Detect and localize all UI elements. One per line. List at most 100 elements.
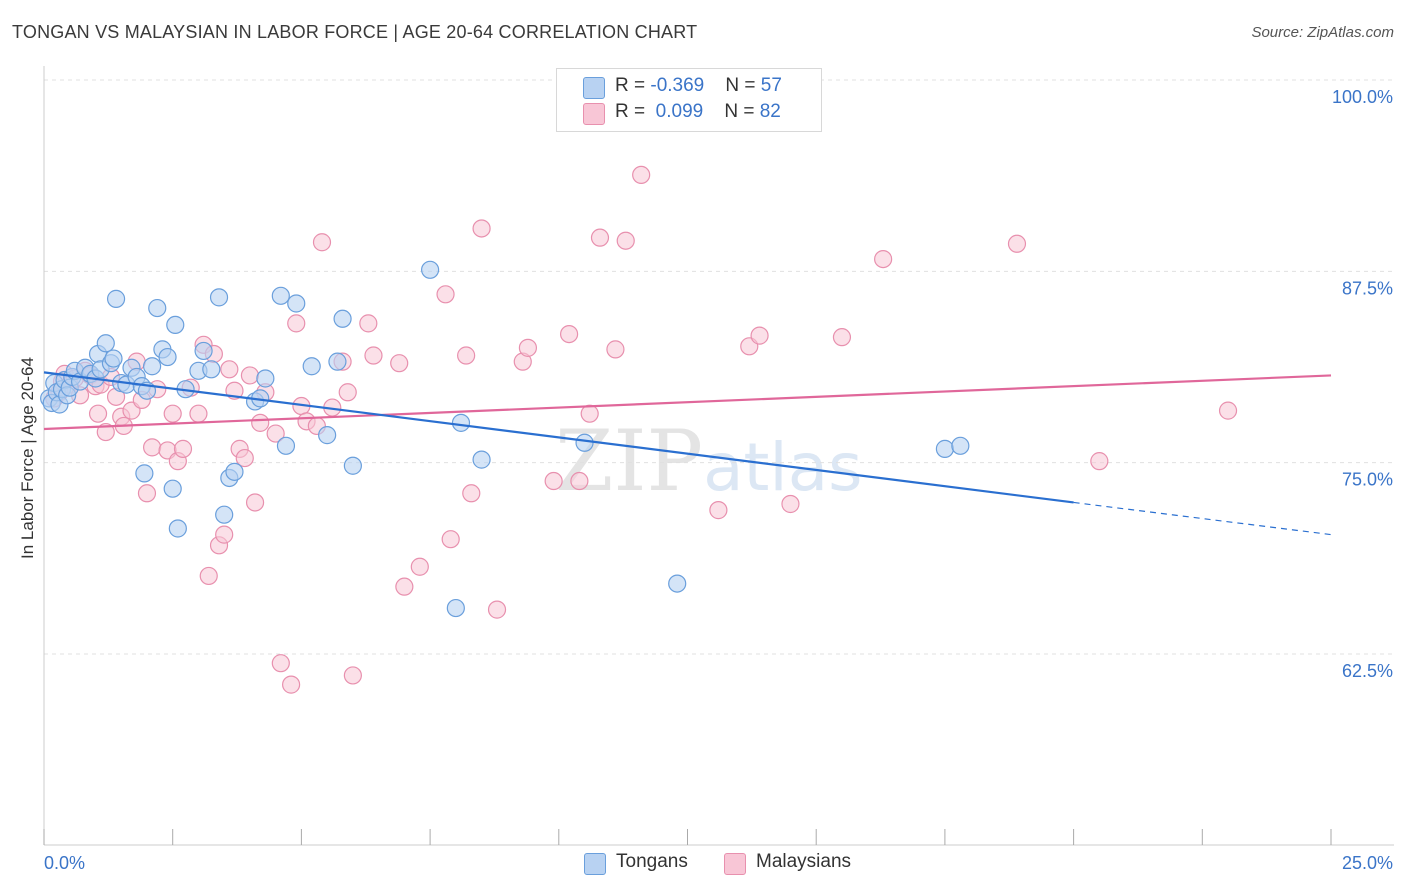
malaysian-point	[271, 654, 290, 673]
malaysian-point	[441, 530, 460, 549]
malaysian-point	[137, 484, 157, 503]
tongan-point	[575, 433, 594, 452]
legend-r-value-2: 0.099	[655, 101, 704, 122]
legend-r-label-1: R =	[615, 75, 651, 96]
y-tick-label: 100.0%	[1332, 87, 1393, 107]
tongan-point	[668, 574, 687, 593]
tongan-point	[446, 598, 465, 618]
malaysian-point	[457, 346, 476, 365]
source-label: Source: ZipAtlas.com	[1251, 24, 1394, 41]
tongan-point	[215, 505, 234, 524]
tongan-trendline	[43, 371, 1074, 504]
malaysian-point	[245, 493, 265, 512]
tongan-point	[168, 519, 187, 538]
malaysian-point	[235, 448, 254, 468]
malaysian-point	[163, 404, 182, 423]
tongans-legend-label: Tongans	[616, 851, 688, 872]
malaysian-point	[282, 675, 301, 694]
malaysian-point	[606, 340, 625, 359]
malaysian-point	[709, 501, 728, 520]
watermark: ZIPatlas	[555, 412, 863, 510]
malaysian-point	[616, 231, 635, 250]
malaysian-point	[570, 471, 589, 491]
y-tick-label: 87.5%	[1342, 278, 1393, 298]
malaysian-point	[251, 413, 270, 432]
malaysian-point	[359, 314, 378, 333]
x-tick-label-max: 25.0%	[1342, 853, 1393, 873]
malaysian-point	[266, 424, 285, 443]
malaysian-point	[390, 354, 409, 373]
tongan-point	[271, 286, 290, 305]
tongan-point	[333, 309, 352, 328]
tongan-point	[935, 439, 955, 458]
malaysians-legend-label: Malaysians	[756, 851, 852, 872]
malaysian-point	[343, 666, 362, 685]
tongan-point	[451, 413, 471, 432]
malaysian-point	[832, 328, 852, 347]
malaysian-point	[173, 439, 193, 458]
malaysian-point	[632, 165, 651, 185]
tongan-point	[158, 347, 177, 367]
legend-n-label-1: N =	[725, 75, 761, 96]
tongan-trendline-extension	[1073, 501, 1332, 536]
malaysian-point	[544, 471, 563, 491]
malaysian-point	[750, 326, 769, 345]
malaysian-point	[287, 314, 306, 333]
tongan-point	[951, 436, 970, 455]
y-tick-label: 75.0%	[1342, 470, 1393, 490]
legend-r-value-1: -0.369	[650, 75, 705, 96]
legend-n-value-2: 82	[759, 101, 781, 122]
malaysian-point	[338, 383, 357, 402]
legend-n-label-2: N =	[724, 101, 760, 122]
tongan-point	[96, 334, 115, 353]
malaysian-point	[220, 360, 239, 379]
tongan-point	[318, 426, 337, 445]
tongan-point	[472, 450, 491, 469]
legend-n-value-1: 57	[760, 75, 782, 96]
tongan-point	[343, 456, 362, 475]
malaysian-point	[1218, 401, 1238, 420]
malaysian-point	[199, 566, 218, 586]
tongan-point	[194, 341, 213, 361]
malaysian-point	[189, 404, 208, 423]
tongan-point	[143, 357, 162, 376]
malaysian-point	[395, 577, 414, 596]
malaysian-swatch	[583, 103, 605, 125]
malaysian-point	[472, 219, 491, 238]
malaysian-trendline	[43, 374, 1332, 431]
malaysian-point	[364, 346, 383, 365]
legend-r-label-2: R =	[615, 101, 651, 122]
tongan-point	[148, 298, 167, 318]
tongan-point	[421, 260, 440, 279]
tongan-point	[225, 462, 244, 481]
malaysians-legend-swatch	[724, 853, 746, 875]
tongan-point	[104, 349, 123, 368]
tongan-point	[202, 360, 221, 379]
malaysian-point	[1007, 234, 1027, 253]
malaysian-point	[215, 525, 234, 544]
y-axis-label: In Labor Force | Age 20-64	[18, 357, 37, 559]
malaysian-point	[240, 366, 260, 385]
tongan-point	[209, 288, 229, 307]
malaysian-point	[518, 338, 538, 357]
stats-legend: R = -0.369 N = 57 R = 0.099 N = 82	[556, 68, 822, 132]
malaysian-point	[143, 438, 162, 457]
malaysian-point	[96, 422, 115, 442]
tongans-legend-swatch	[584, 853, 606, 875]
malaysian-point	[436, 285, 455, 304]
malaysian-point	[88, 404, 108, 423]
chart-title: TONGAN VS MALAYSIAN IN LABOR FORCE | AGE…	[12, 22, 698, 42]
tongan-point	[163, 479, 182, 498]
tongan-point	[276, 436, 296, 455]
malaysian-point	[410, 557, 429, 576]
tongan-point	[106, 289, 126, 308]
malaysian-point	[781, 494, 800, 514]
malaysian-point	[487, 600, 507, 619]
tongan-point	[166, 315, 185, 335]
malaysian-point	[1090, 452, 1109, 471]
tongan-point	[287, 294, 306, 313]
malaysian-point	[312, 233, 332, 252]
malaysian-point	[874, 249, 893, 269]
tongan-point	[256, 369, 275, 388]
